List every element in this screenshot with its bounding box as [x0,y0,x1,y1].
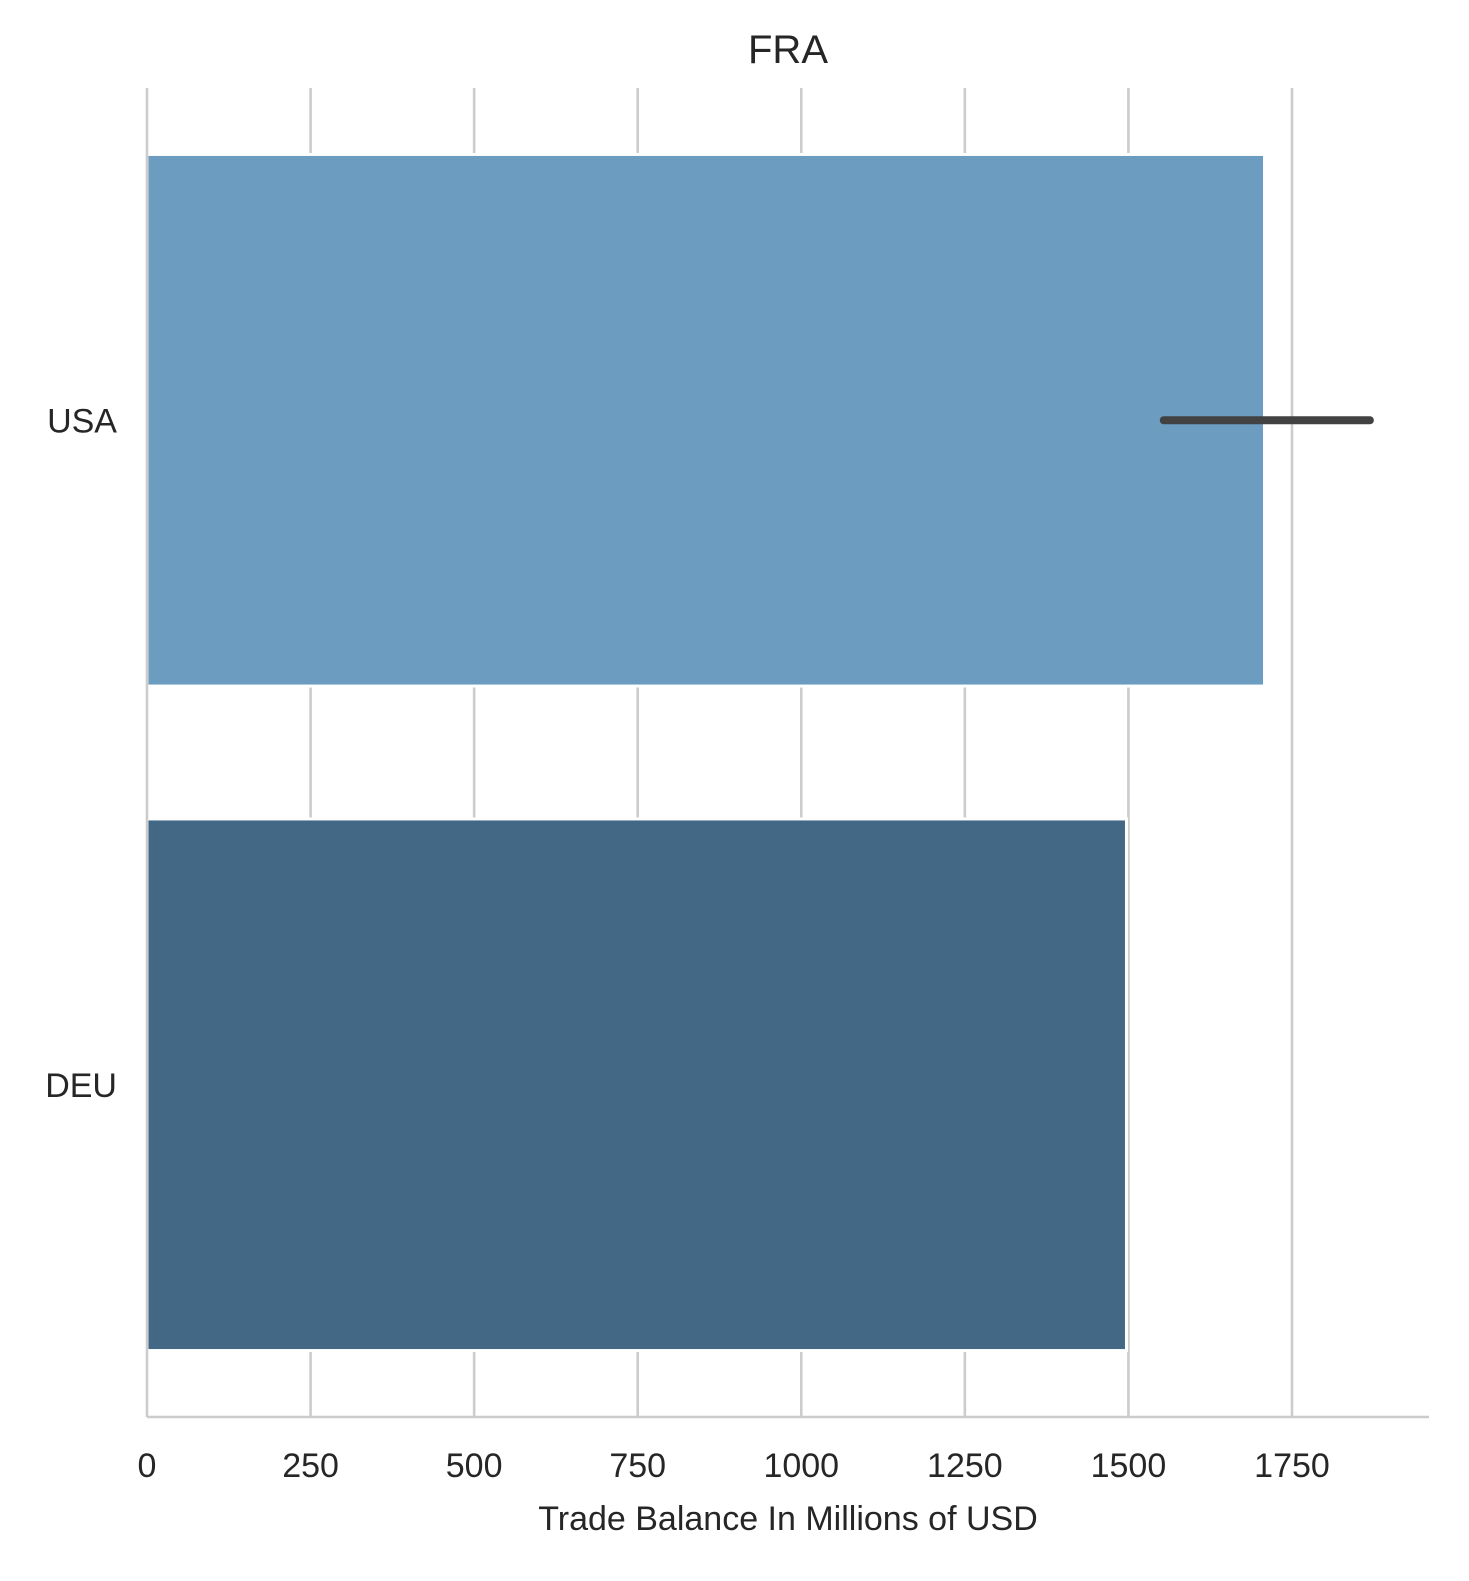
category-labels: USA DEU [45,402,117,1105]
x-tick-label-250: 250 [282,1447,339,1485]
x-tick-label-500: 500 [446,1447,503,1485]
axes [145,88,1429,1419]
x-tick-labels: 0 250 500 750 1000 1250 1500 1750 [138,1447,1330,1485]
bar-usa [145,152,1267,688]
category-label-usa: USA [47,402,117,440]
x-tick-label-1500: 1500 [1091,1447,1167,1485]
chart-title: FRA [748,28,828,72]
bar-deu [145,817,1128,1353]
x-tick-label-1250: 1250 [927,1447,1003,1485]
x-tick-label-0: 0 [138,1447,157,1485]
x-tick-label-750: 750 [609,1447,666,1485]
x-tick-label-1750: 1750 [1254,1447,1330,1485]
category-label-deu: DEU [45,1067,117,1105]
x-tick-label-1000: 1000 [763,1447,839,1485]
bars [145,152,1267,1353]
x-axis-label: Trade Balance In Millions of USD [538,1500,1038,1538]
